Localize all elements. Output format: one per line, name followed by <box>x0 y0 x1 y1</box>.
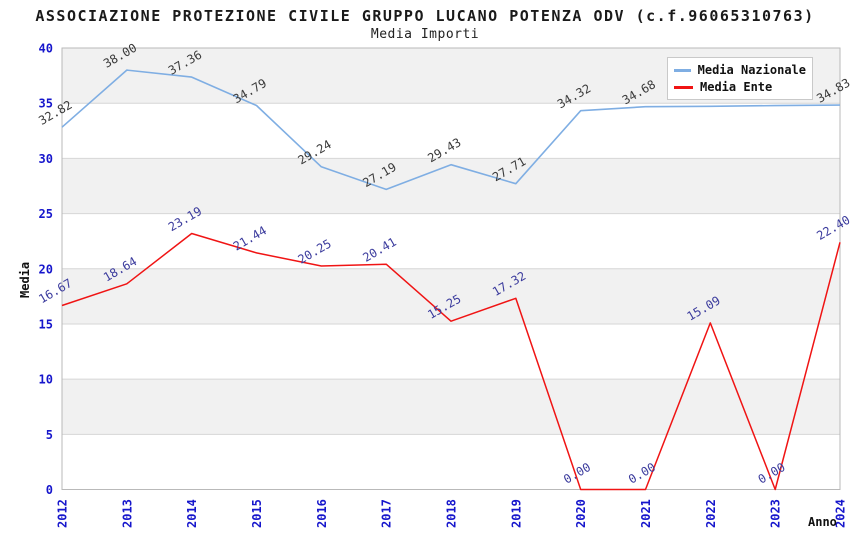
x-tick-label: 2018 <box>445 499 459 528</box>
grid-band <box>62 268 840 324</box>
x-tick-label: 2019 <box>509 499 523 528</box>
legend-label-ente: Media Ente <box>700 80 773 94</box>
x-tick-label: 2012 <box>56 499 70 528</box>
x-tick-label: 2014 <box>185 499 199 528</box>
chart-subtitle: Media Importi <box>370 27 480 42</box>
y-tick-label: 30 <box>39 152 53 166</box>
x-tick-label: 2024 <box>834 499 848 528</box>
y-tick-label: 0 <box>46 483 53 497</box>
data-label: 0.00 <box>561 460 593 487</box>
x-tick-label: 2020 <box>574 499 588 528</box>
y-tick-label: 5 <box>46 428 53 442</box>
series-line-nazionale <box>61 69 841 191</box>
grid-band <box>62 158 840 214</box>
nazionale-line-swatch-icon <box>674 68 691 72</box>
x-tick-label: 2017 <box>380 499 394 528</box>
data-label: 21.44 <box>231 223 269 253</box>
y-tick-label: 35 <box>39 97 53 111</box>
y-tick-label: 15 <box>39 317 53 331</box>
data-label: 20.25 <box>296 236 334 266</box>
x-tick-label: 2023 <box>769 499 783 528</box>
chart-title: ASSOCIAZIONE PROTEZIONE CIVILE GRUPPO LU… <box>35 7 815 25</box>
legend-label-nazionale: Media Nazionale <box>697 63 806 77</box>
series-line-ente <box>61 232 841 491</box>
y-tick-label: 40 <box>39 42 53 56</box>
data-label: 22.40 <box>814 213 850 243</box>
legend-item-ente: Media Ente <box>674 80 806 94</box>
x-tick-label: 2013 <box>120 499 134 528</box>
data-label: 20.41 <box>360 235 398 265</box>
grid-band <box>62 379 840 435</box>
x-tick-label: 2016 <box>315 499 329 528</box>
y-tick-label: 25 <box>39 207 53 221</box>
data-label: 0.00 <box>756 460 788 487</box>
ente-line-swatch-icon <box>674 85 693 89</box>
legend-box: Media Nazionale Media Ente <box>667 57 813 100</box>
y-tick-label: 10 <box>39 373 53 387</box>
x-tick-label: 2022 <box>704 499 718 528</box>
y-tick-label: 20 <box>39 262 53 276</box>
x-tick-label: 2021 <box>639 499 653 528</box>
plot-border <box>61 47 841 490</box>
data-label: 0.00 <box>626 460 658 487</box>
x-tick-label: 2015 <box>250 499 264 528</box>
x-axis-title: Anno <box>808 515 837 529</box>
legend-item-nazionale: Media Nazionale <box>674 63 806 77</box>
